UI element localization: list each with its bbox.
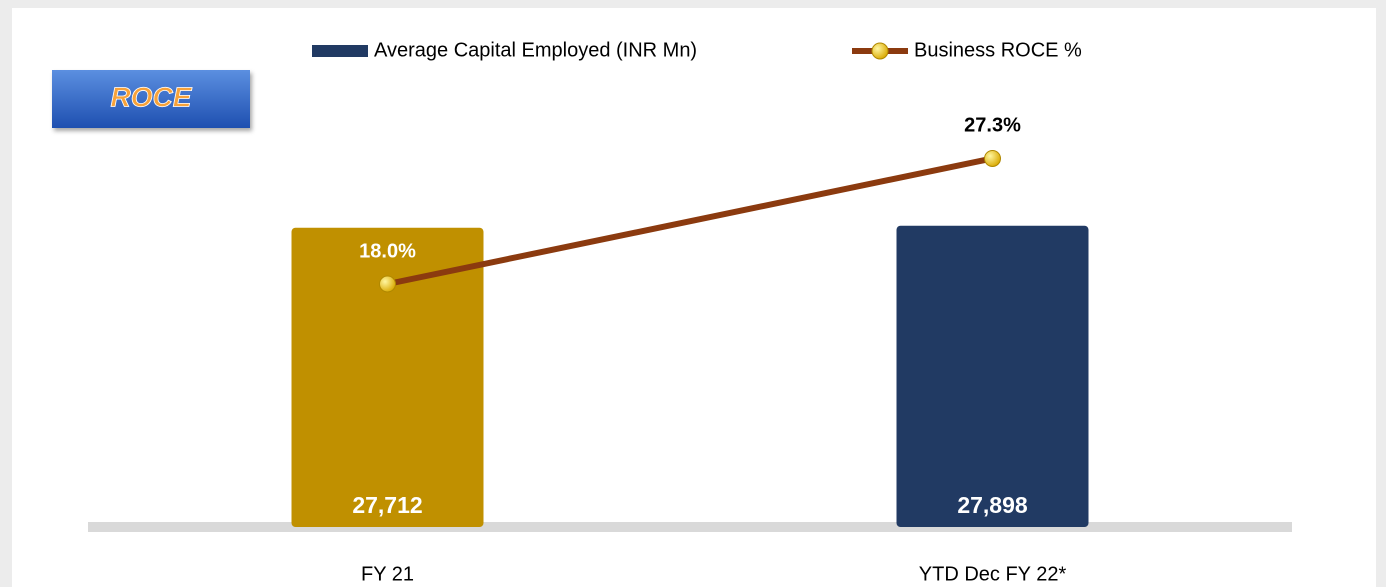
x-axis-line <box>88 522 1292 532</box>
legend-marker <box>871 42 889 60</box>
x-tick-label: YTD Dec FY 22* <box>919 563 1067 585</box>
line-marker <box>379 275 396 293</box>
x-tick-label: FY 21 <box>361 563 414 585</box>
line-marker <box>984 149 1001 167</box>
bar <box>896 225 1089 527</box>
line <box>386 155 994 287</box>
bar-value-label: 27,712 <box>352 492 422 518</box>
badge-box <box>52 70 250 128</box>
legend-label: Business ROCE % <box>914 39 1082 61</box>
line-value-label: 27.3% <box>964 115 1021 137</box>
bar <box>291 227 484 528</box>
legend-label: Average Capital Employed (INR Mn) <box>374 39 697 61</box>
legend-swatch <box>312 45 368 57</box>
line-value-label: 18.0% <box>359 240 416 262</box>
bar-value-label: 27,898 <box>957 492 1028 518</box>
badge-text: ROCE <box>111 81 193 112</box>
